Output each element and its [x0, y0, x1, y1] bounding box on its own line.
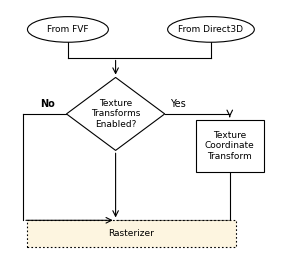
Bar — [196, 120, 264, 172]
Ellipse shape — [168, 17, 254, 42]
Text: Texture
Coordinate
Transform: Texture Coordinate Transform — [205, 131, 255, 161]
Text: Rasterizer: Rasterizer — [109, 229, 154, 238]
Text: From Direct3D: From Direct3D — [179, 25, 243, 34]
Text: Texture
Transforms
Enabled?: Texture Transforms Enabled? — [91, 99, 140, 129]
Text: Yes: Yes — [171, 99, 186, 109]
Polygon shape — [66, 77, 165, 150]
Text: No: No — [40, 99, 55, 109]
Text: From FVF: From FVF — [47, 25, 89, 34]
Bar — [27, 220, 236, 247]
Ellipse shape — [27, 17, 108, 42]
